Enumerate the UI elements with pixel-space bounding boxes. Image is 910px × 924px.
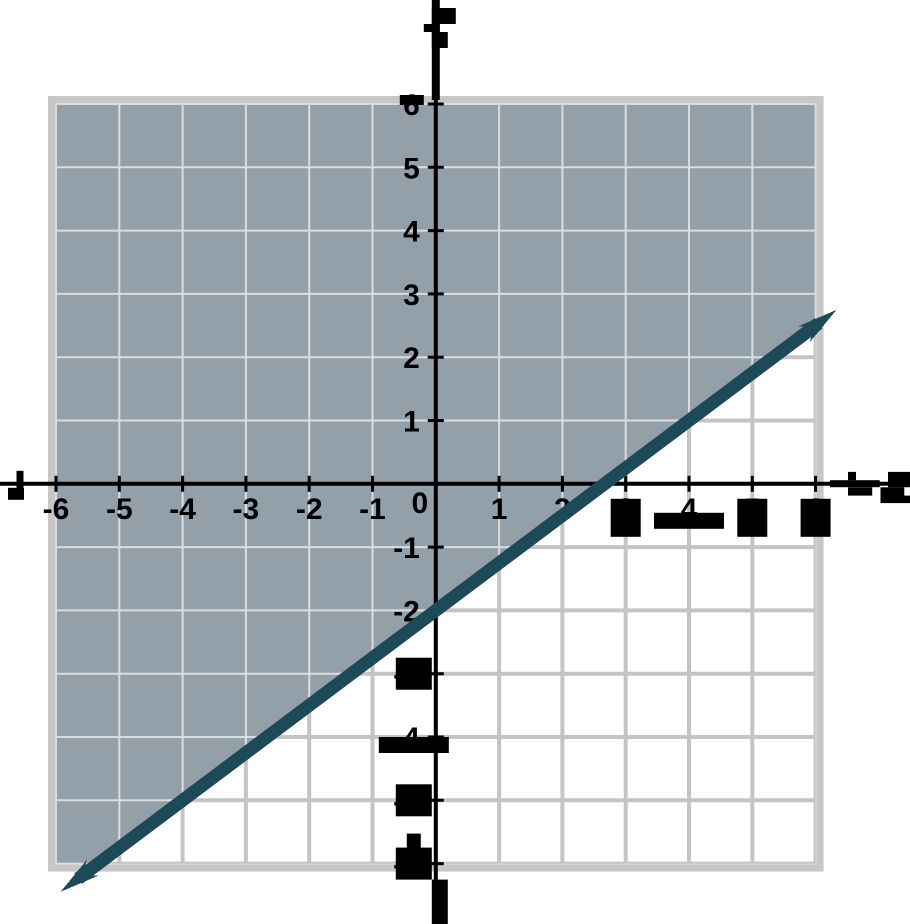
svg-text:1: 1 (491, 493, 508, 526)
svg-text:0: 0 (411, 487, 428, 520)
svg-text:-1: -1 (359, 493, 386, 526)
svg-text:5: 5 (403, 152, 420, 185)
svg-text:-2: -2 (296, 493, 323, 526)
svg-text:-5: -5 (106, 493, 133, 526)
svg-text:-1: -1 (393, 532, 420, 565)
svg-text:2: 2 (403, 342, 420, 375)
svg-text:3: 3 (403, 279, 420, 312)
svg-text:-3: -3 (233, 493, 260, 526)
svg-text:4: 4 (403, 216, 420, 249)
svg-text:6: 6 (403, 89, 420, 122)
svg-text:-6: -6 (43, 493, 70, 526)
svg-text:1: 1 (403, 406, 420, 439)
svg-text:-4: -4 (169, 493, 196, 526)
